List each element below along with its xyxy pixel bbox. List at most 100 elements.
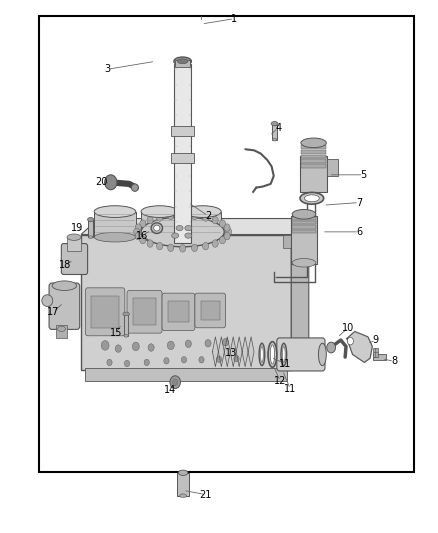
Ellipse shape <box>177 59 188 64</box>
Bar <box>141 212 178 237</box>
Circle shape <box>140 237 146 244</box>
Text: 5: 5 <box>360 170 367 180</box>
Ellipse shape <box>88 236 93 239</box>
Circle shape <box>156 243 162 250</box>
Ellipse shape <box>185 233 192 238</box>
Ellipse shape <box>184 232 221 242</box>
Circle shape <box>347 337 353 345</box>
Circle shape <box>115 345 121 352</box>
Circle shape <box>327 342 336 353</box>
Ellipse shape <box>261 346 263 362</box>
Polygon shape <box>219 337 224 367</box>
Text: 2: 2 <box>205 211 211 221</box>
Bar <box>124 314 128 336</box>
Ellipse shape <box>154 225 160 231</box>
Bar <box>171 153 194 163</box>
Circle shape <box>185 340 191 348</box>
Circle shape <box>164 358 169 364</box>
Bar <box>67 237 81 251</box>
Bar <box>88 220 93 237</box>
Circle shape <box>216 356 222 362</box>
Circle shape <box>140 220 146 228</box>
Bar <box>301 164 326 168</box>
Ellipse shape <box>62 251 86 266</box>
Text: 3: 3 <box>104 64 110 74</box>
Circle shape <box>148 344 154 351</box>
Bar <box>171 126 194 136</box>
Polygon shape <box>347 332 372 362</box>
Polygon shape <box>291 219 309 370</box>
Circle shape <box>180 245 186 252</box>
Circle shape <box>223 338 229 346</box>
Circle shape <box>202 243 208 250</box>
Ellipse shape <box>270 345 275 364</box>
Circle shape <box>191 212 198 220</box>
Bar <box>85 368 287 381</box>
Circle shape <box>170 376 180 389</box>
Ellipse shape <box>292 259 316 267</box>
Circle shape <box>168 244 174 252</box>
FancyBboxPatch shape <box>195 293 226 328</box>
Ellipse shape <box>67 234 81 240</box>
Bar <box>301 155 326 158</box>
Text: 8: 8 <box>391 357 397 366</box>
Ellipse shape <box>123 312 130 316</box>
Circle shape <box>134 228 140 236</box>
Circle shape <box>135 232 141 240</box>
Ellipse shape <box>180 494 187 498</box>
Circle shape <box>219 220 226 228</box>
FancyBboxPatch shape <box>85 288 125 336</box>
Ellipse shape <box>57 326 65 332</box>
Circle shape <box>212 240 218 247</box>
Ellipse shape <box>271 122 278 126</box>
Text: 18: 18 <box>59 261 71 270</box>
Bar <box>201 301 220 320</box>
Circle shape <box>191 244 198 252</box>
Circle shape <box>105 175 117 190</box>
Polygon shape <box>212 337 219 367</box>
Ellipse shape <box>272 139 277 141</box>
Bar <box>292 221 316 224</box>
Ellipse shape <box>141 217 224 247</box>
Ellipse shape <box>141 206 178 217</box>
Circle shape <box>202 214 208 221</box>
Text: 16: 16 <box>136 231 148 240</box>
Bar <box>56 325 67 338</box>
Polygon shape <box>81 219 309 235</box>
Circle shape <box>224 232 230 240</box>
Ellipse shape <box>185 225 192 231</box>
Polygon shape <box>248 337 254 367</box>
Ellipse shape <box>141 232 178 242</box>
FancyBboxPatch shape <box>277 338 325 371</box>
Ellipse shape <box>184 206 221 217</box>
Bar <box>174 64 191 243</box>
Ellipse shape <box>131 184 138 191</box>
Circle shape <box>132 342 139 351</box>
Text: 7: 7 <box>356 198 362 207</box>
Ellipse shape <box>259 343 265 366</box>
Circle shape <box>107 359 112 366</box>
Circle shape <box>135 224 141 231</box>
FancyBboxPatch shape <box>49 283 80 329</box>
Polygon shape <box>242 337 248 367</box>
Bar <box>301 150 326 154</box>
Text: 20: 20 <box>95 177 108 187</box>
Text: 1: 1 <box>231 14 237 23</box>
Bar <box>94 212 136 237</box>
Bar <box>133 298 156 325</box>
Circle shape <box>226 228 232 236</box>
Bar <box>300 156 327 192</box>
Ellipse shape <box>124 335 128 337</box>
Ellipse shape <box>42 295 53 306</box>
Text: 9: 9 <box>373 335 379 345</box>
Bar <box>292 217 316 220</box>
Bar <box>373 348 378 357</box>
Polygon shape <box>236 337 242 367</box>
Polygon shape <box>224 337 230 367</box>
Circle shape <box>168 212 174 220</box>
Circle shape <box>180 212 186 219</box>
Circle shape <box>219 237 226 244</box>
Bar <box>175 60 190 67</box>
Text: 15: 15 <box>110 328 122 338</box>
Bar <box>39 16 414 472</box>
